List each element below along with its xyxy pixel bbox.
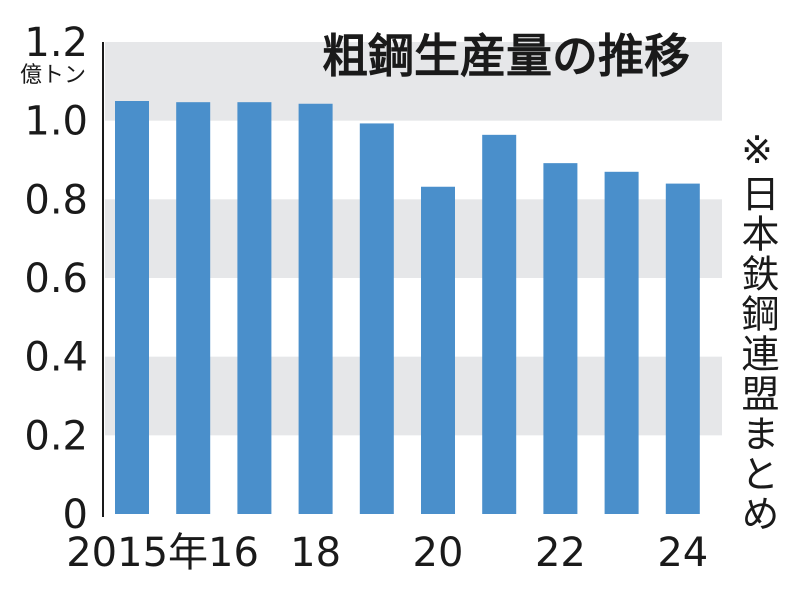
bar-2019: [359, 123, 394, 515]
bar-2017: [237, 102, 272, 515]
y-tick-label: 0.8: [24, 177, 88, 223]
y-tick-label: 0.2: [24, 413, 88, 459]
y-tick-label: 0: [63, 492, 88, 538]
chart-title: 粗鋼生産量の推移: [322, 29, 690, 83]
y-tick-label: 0.4: [24, 335, 88, 381]
bar-2020: [421, 186, 455, 514]
y-tick-labels: 0 0.2 0.4 0.6 0.8 1.0 1.2: [24, 20, 88, 538]
x-tick-labels: 2015年16 18 20 22 24: [66, 530, 708, 576]
y-tick-label: 0.6: [24, 256, 88, 302]
bar-2018: [298, 103, 333, 515]
bar-2024: [665, 183, 700, 514]
x-tick-label: 18: [290, 530, 341, 576]
y-tick-label: 1.0: [24, 99, 88, 145]
y-unit-label: 億トン: [20, 63, 86, 88]
bar-2022: [543, 163, 578, 514]
bars: [115, 101, 700, 515]
x-tick-label: 2015年16: [66, 530, 259, 576]
bar-2021: [482, 134, 517, 514]
y-tick-label: 1.2: [24, 20, 88, 66]
x-tick-label: 20: [413, 530, 464, 576]
bar-2023: [604, 171, 639, 515]
source-note: ※日本鉄鋼連盟まとめ: [735, 128, 779, 534]
x-tick-label: 24: [657, 530, 708, 576]
bar-2016: [176, 102, 211, 515]
x-tick-label: 22: [535, 530, 586, 576]
bar-2015: [115, 101, 149, 514]
